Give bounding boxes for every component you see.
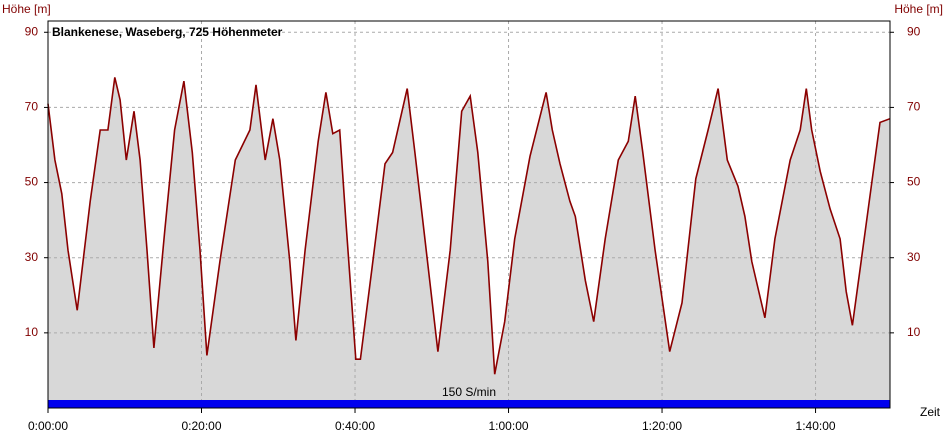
x-tick-label: 0:40:00	[335, 419, 375, 433]
y2-axis-label: Höhe [m]	[894, 2, 943, 16]
x-tick-label: 0:00:00	[28, 419, 68, 433]
y2-tick-label: 90	[907, 24, 921, 38]
y-tick-label: 30	[25, 250, 39, 264]
chart-title: Blankenese, Waseberg, 725 Höhenmeter	[52, 25, 283, 39]
annotation: 150 S/min	[442, 385, 496, 399]
y-tick-label: 10	[25, 325, 39, 339]
y-tick-label: 70	[25, 100, 39, 114]
x-tick-label: 1:00:00	[489, 419, 529, 433]
plot-frame	[47, 20, 891, 409]
y-axis-label: Höhe [m]	[2, 2, 51, 16]
x-axis-label: Zeit	[920, 405, 941, 419]
x-tick-label: 0:20:00	[181, 419, 221, 433]
elevation-line	[47, 77, 891, 375]
y2-tick-label: 30	[907, 250, 921, 264]
x-tick-label: 1:20:00	[642, 419, 682, 433]
cadence-band	[48, 400, 890, 408]
area-fill	[48, 77, 890, 409]
y2-tick-label: 50	[907, 175, 921, 189]
x-tick-label: 1:40:00	[796, 419, 836, 433]
y-tick-label: 90	[25, 24, 39, 38]
y2-tick-label: 10	[907, 325, 921, 339]
y-tick-label: 50	[25, 175, 39, 189]
y2-tick-label: 70	[907, 100, 921, 114]
